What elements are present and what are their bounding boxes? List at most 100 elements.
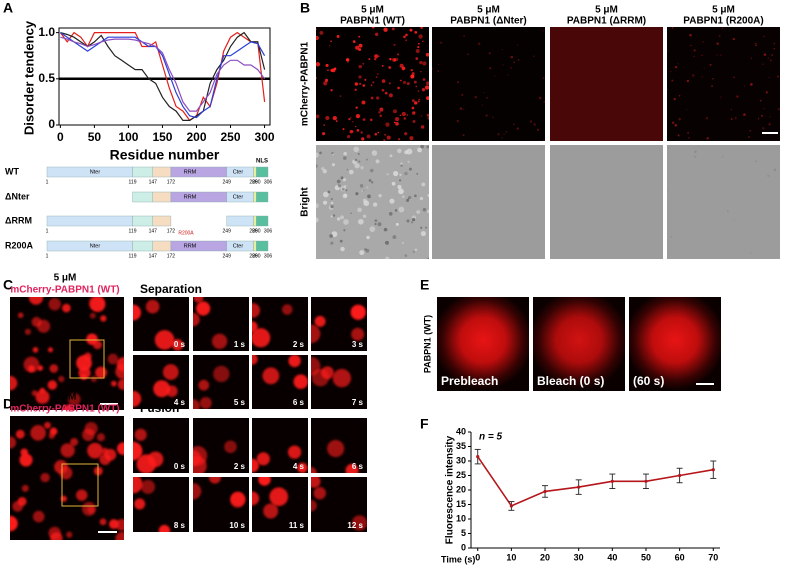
droplet — [414, 194, 417, 198]
droplet — [313, 486, 327, 500]
droplet — [416, 210, 421, 214]
series-line — [60, 32, 266, 119]
droplet — [21, 484, 29, 492]
droplet — [379, 114, 382, 117]
droplet — [474, 95, 477, 99]
droplet — [348, 169, 354, 175]
concentration: 5 μM — [54, 392, 77, 403]
droplet — [230, 492, 246, 508]
column-concentration: 5 μM — [595, 5, 618, 16]
droplet — [542, 30, 544, 32]
droplet — [59, 466, 73, 480]
droplet — [311, 499, 317, 512]
x-tick-label: 40 — [607, 552, 617, 562]
droplet — [87, 442, 103, 459]
droplet — [671, 27, 674, 29]
y-tick-label: 1.0 — [38, 25, 55, 39]
droplet — [437, 70, 439, 72]
droplet — [771, 54, 774, 56]
droplet — [413, 111, 416, 114]
droplet — [322, 200, 328, 205]
micrograph — [629, 297, 721, 391]
x-tick-label: 0 — [57, 130, 64, 144]
droplet — [383, 227, 388, 232]
droplet — [384, 134, 386, 136]
droplet — [457, 81, 460, 84]
micrograph-background — [667, 145, 780, 259]
x-tick-label: 0 — [475, 552, 480, 562]
droplet — [96, 433, 106, 442]
droplet — [371, 181, 374, 184]
droplet — [516, 44, 519, 46]
y-tick-label: 20 — [456, 484, 466, 494]
droplet — [513, 61, 515, 63]
droplet — [492, 116, 494, 119]
droplet — [32, 510, 45, 523]
droplet — [501, 48, 503, 51]
droplet — [374, 32, 379, 37]
droplet — [516, 127, 519, 130]
data-point — [476, 455, 480, 459]
droplet — [411, 106, 415, 110]
residue-number: 249 — [223, 179, 232, 185]
domain-label: RRM — [184, 243, 197, 249]
droplet — [70, 438, 79, 447]
droplet — [388, 82, 391, 85]
droplet — [425, 226, 428, 229]
droplet — [358, 64, 362, 69]
droplet — [361, 137, 365, 141]
time-label: 4 s — [293, 462, 305, 471]
droplet — [39, 387, 45, 394]
droplet — [536, 128, 540, 131]
droplet — [145, 299, 160, 314]
droplet — [355, 114, 361, 119]
droplet — [392, 235, 397, 239]
droplet — [314, 315, 326, 327]
row-label: PABPN1 (WT) — [422, 315, 432, 373]
droplet — [324, 78, 329, 82]
residue-number: 290 — [252, 253, 261, 259]
droplet — [293, 374, 308, 389]
droplet — [489, 67, 492, 70]
droplet — [252, 328, 271, 348]
droplet — [374, 57, 377, 61]
residue-number: 1 — [46, 253, 49, 259]
droplet — [337, 184, 341, 188]
droplet — [733, 76, 735, 79]
droplet — [357, 218, 364, 225]
droplet — [263, 503, 279, 519]
droplet — [366, 235, 370, 240]
droplet — [208, 477, 221, 484]
droplet — [213, 365, 230, 383]
domain-segment — [253, 191, 257, 203]
droplet — [406, 114, 409, 116]
residue-number: 249 — [223, 253, 232, 259]
droplet — [49, 364, 59, 373]
droplet — [517, 59, 520, 61]
droplet — [494, 75, 496, 77]
droplet — [408, 167, 412, 171]
droplet — [385, 256, 390, 259]
droplet — [769, 59, 772, 62]
residue-number: 119 — [129, 179, 137, 185]
droplet — [171, 339, 184, 351]
time-label: 11 s — [289, 521, 305, 530]
droplet — [193, 297, 204, 303]
construct-name: WT — [5, 166, 19, 176]
droplet — [381, 79, 386, 83]
droplet — [374, 132, 378, 136]
droplet — [334, 185, 340, 191]
micrograph — [432, 145, 545, 259]
droplet — [748, 136, 751, 138]
droplet — [350, 304, 366, 320]
droplet — [352, 40, 356, 44]
droplet — [421, 115, 423, 117]
droplet — [281, 304, 293, 315]
droplet — [754, 42, 757, 45]
time-label: 10 s — [229, 521, 245, 530]
data-point — [711, 468, 715, 472]
droplet — [381, 88, 385, 92]
droplet — [350, 212, 352, 215]
construct-name: ΔNter — [5, 191, 30, 201]
